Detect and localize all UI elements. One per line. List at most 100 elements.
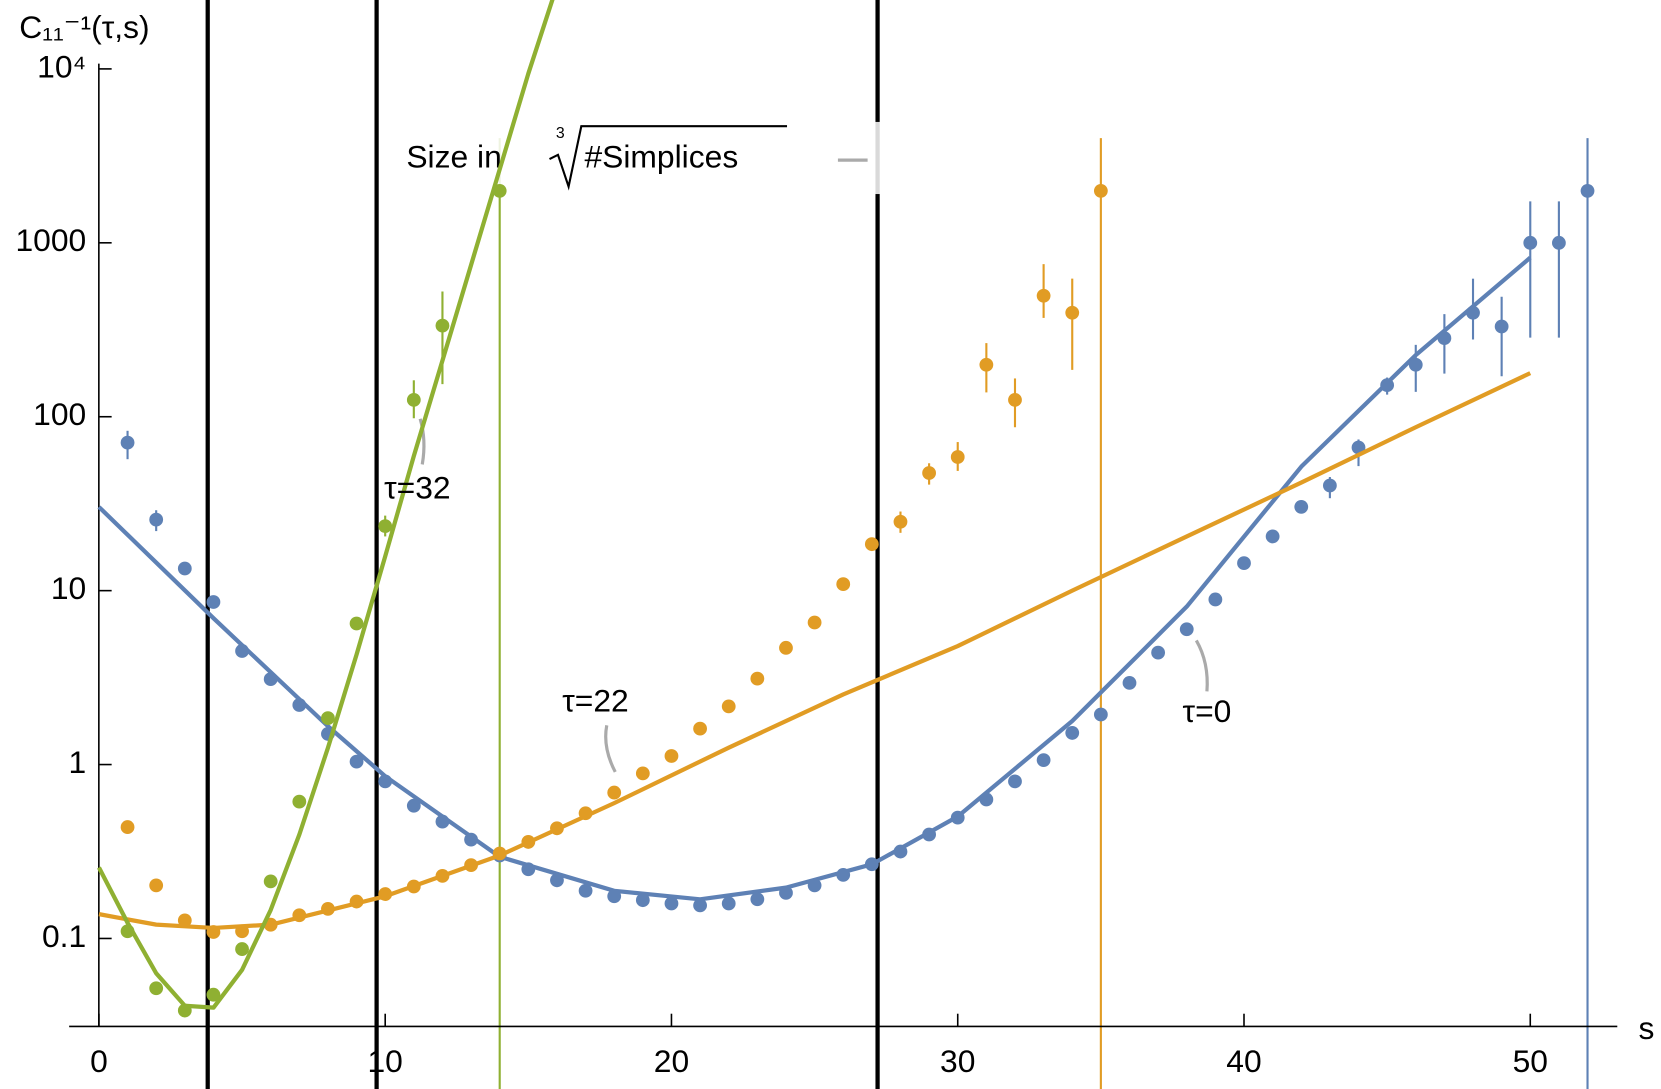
series-label: τ=22 (562, 682, 629, 718)
series-label: τ=0 (1183, 693, 1232, 729)
data-point (607, 785, 622, 800)
data-point (321, 901, 335, 916)
data-point (1523, 235, 1538, 250)
data-point (263, 874, 278, 889)
data-point (635, 766, 650, 781)
data-point (893, 844, 908, 859)
data-point (263, 672, 278, 686)
data-point (464, 858, 478, 873)
y-axis-label: C₁₁⁻¹(τ,s) (19, 9, 149, 45)
data-point (321, 711, 335, 725)
data-point (1237, 556, 1251, 570)
data-point (378, 519, 393, 533)
data-point (1065, 726, 1080, 740)
data-point (1580, 183, 1595, 198)
legend-root: 3 (556, 125, 565, 142)
data-point (149, 878, 164, 893)
data-point (1065, 305, 1080, 320)
leader-line (418, 418, 426, 465)
y-tick-label: 10 (51, 570, 86, 606)
data-point (521, 835, 536, 849)
data-point (864, 857, 879, 872)
data-point (492, 846, 507, 861)
y-tick-label: 0.1 (42, 918, 86, 954)
legend: Size in 3 #Simplices (394, 121, 883, 195)
data-point (664, 896, 679, 911)
legend-radicand: #Simplices (584, 138, 738, 174)
x-tick-label: 50 (1513, 1043, 1548, 1079)
x-tick-label: 30 (940, 1043, 975, 1079)
data-point (864, 537, 879, 552)
y-tick-label: 1 (69, 744, 87, 780)
data-point (406, 798, 421, 813)
data-point (1322, 478, 1337, 493)
data-point (492, 183, 507, 198)
data-point (1380, 378, 1395, 392)
data-point (578, 883, 593, 898)
data-point (836, 577, 851, 592)
data-point (950, 810, 965, 825)
data-point (1036, 288, 1051, 303)
data-point (235, 942, 249, 956)
data-point (807, 615, 822, 630)
data-point (1294, 500, 1309, 514)
legend-box (394, 121, 883, 195)
data-point (607, 889, 622, 904)
data-point (1036, 753, 1051, 768)
data-point (1437, 331, 1452, 346)
data-point (406, 879, 421, 894)
data-point (807, 878, 822, 893)
data-point (235, 924, 249, 939)
data-point (922, 466, 936, 480)
plot-front: τ=0 τ=22 τ=32 (97, 0, 1595, 1018)
data-point (1179, 622, 1194, 637)
data-point (950, 450, 965, 464)
x-tick-label: 10 (368, 1043, 403, 1079)
data-point (836, 868, 851, 882)
data-point (1408, 357, 1423, 372)
data-point (206, 925, 221, 939)
data-point (550, 821, 564, 836)
data-point (435, 814, 450, 829)
data-point (120, 820, 135, 834)
y-tick-label: 100 (33, 396, 86, 432)
radical-sign (549, 125, 788, 191)
data-point (349, 894, 364, 909)
data-point (721, 896, 736, 911)
data-point (378, 887, 393, 901)
data-point (177, 561, 192, 576)
leader-line (604, 724, 617, 773)
leader-line (1194, 639, 1209, 692)
data-point (120, 435, 135, 450)
data-point (664, 749, 679, 763)
data-point (693, 721, 707, 736)
data-point (435, 868, 450, 883)
data-point (1466, 305, 1480, 320)
data-point (779, 885, 793, 900)
data-point (1093, 707, 1108, 722)
data-point (750, 671, 765, 686)
data-point (1265, 529, 1280, 544)
data-point (750, 892, 765, 907)
data-point (206, 595, 221, 609)
x-tick-label: 40 (1226, 1043, 1261, 1079)
x-tick-label: 0 (90, 1043, 108, 1079)
fit-line (98, 371, 1532, 931)
data-point (521, 862, 536, 877)
x-axis-label: s (1639, 1010, 1655, 1046)
data-point (378, 774, 393, 789)
data-point (693, 898, 707, 913)
data-point (149, 512, 164, 527)
data-point (893, 514, 908, 529)
data-point (1093, 183, 1108, 198)
data-point (979, 792, 994, 807)
data-point (349, 616, 364, 631)
series-label: τ=32 (384, 469, 451, 505)
data-point (149, 981, 164, 996)
fit-line (97, 0, 555, 1010)
x-tick-label: 20 (654, 1043, 689, 1079)
data-point (435, 318, 450, 333)
data-point (292, 698, 307, 712)
